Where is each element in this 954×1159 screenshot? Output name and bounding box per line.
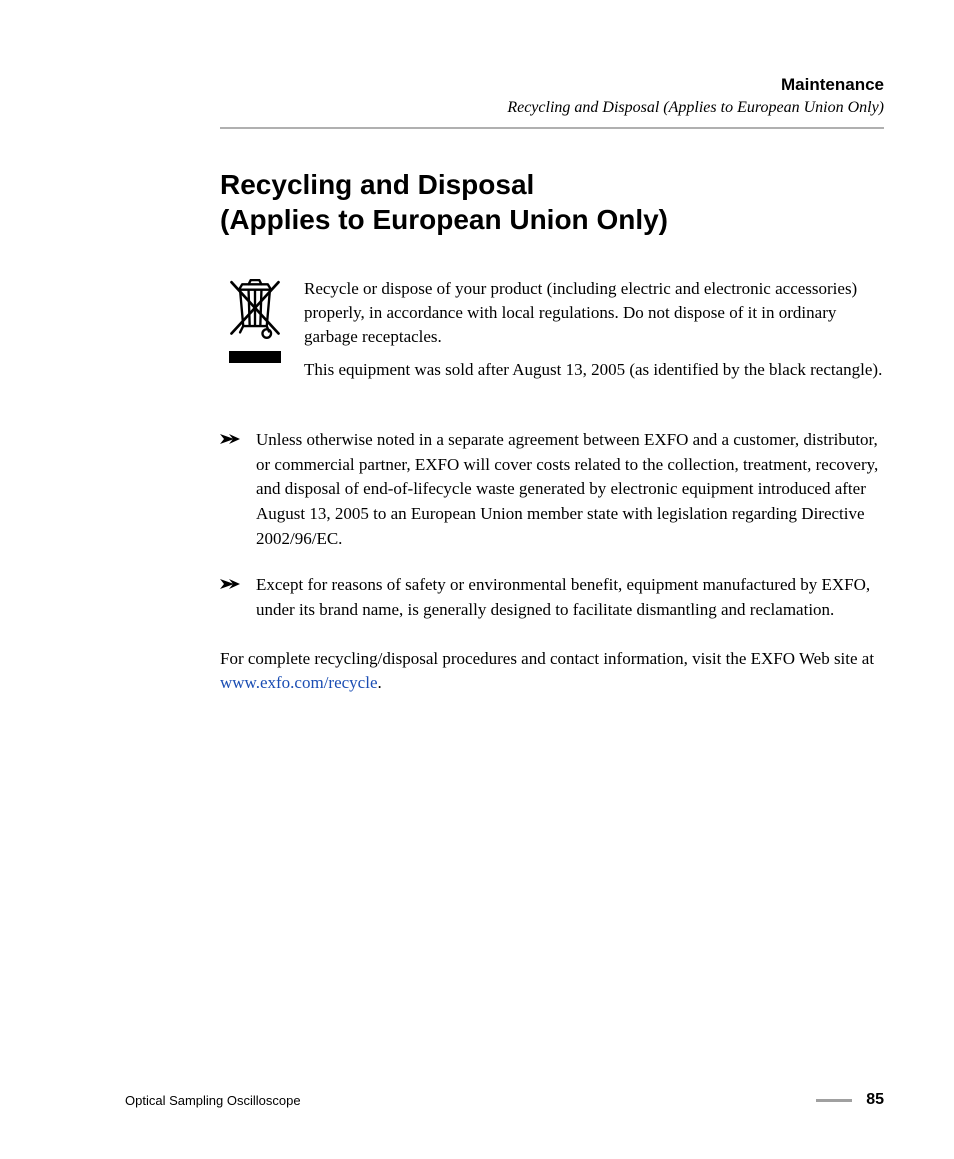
closing-prefix: For complete recycling/disposal procedur… [220,649,874,668]
bullet-text-2: Except for reasons of safety or environm… [256,573,884,622]
header-chapter-title: Maintenance [220,75,884,95]
closing-paragraph: For complete recycling/disposal procedur… [220,647,884,696]
page-footer: Optical Sampling Oscilloscope 85 [70,1091,884,1109]
page-container: Maintenance Recycling and Disposal (Appl… [0,0,954,1159]
heading-line-2: (Applies to European Union Only) [220,204,668,235]
intro-para-1: Recycle or dispose of your product (incl… [304,277,884,348]
page-number: 85 [866,1091,884,1109]
header-section: Maintenance Recycling and Disposal (Appl… [220,75,884,129]
bullet-text-1: Unless otherwise noted in a separate agr… [256,428,884,551]
main-heading: Recycling and Disposal (Applies to Europ… [220,167,884,237]
bullet-list: Unless otherwise noted in a separate agr… [220,428,884,622]
header-rule [220,127,884,129]
arrow-bullet-icon [220,428,256,451]
weee-icon-container [220,277,290,363]
recycle-link[interactable]: www.exfo.com/recycle [220,673,378,692]
intro-para-2: This equipment was sold after August 13,… [304,358,884,382]
weee-bin-icon [228,279,282,341]
list-item: Unless otherwise noted in a separate agr… [220,428,884,551]
closing-suffix: . [378,673,382,692]
footer-rule-icon [816,1099,852,1102]
content-area: Recycling and Disposal (Applies to Europ… [220,167,884,696]
arrow-bullet-icon [220,573,256,596]
footer-right: 85 [816,1091,884,1109]
header-section-subtitle: Recycling and Disposal (Applies to Europ… [220,99,884,117]
intro-text-column: Recycle or dispose of your product (incl… [304,277,884,392]
list-item: Except for reasons of safety or environm… [220,573,884,622]
weee-black-bar-icon [229,351,281,363]
heading-line-1: Recycling and Disposal [220,169,534,200]
footer-product-name: Optical Sampling Oscilloscope [125,1093,301,1108]
intro-row: Recycle or dispose of your product (incl… [220,277,884,392]
